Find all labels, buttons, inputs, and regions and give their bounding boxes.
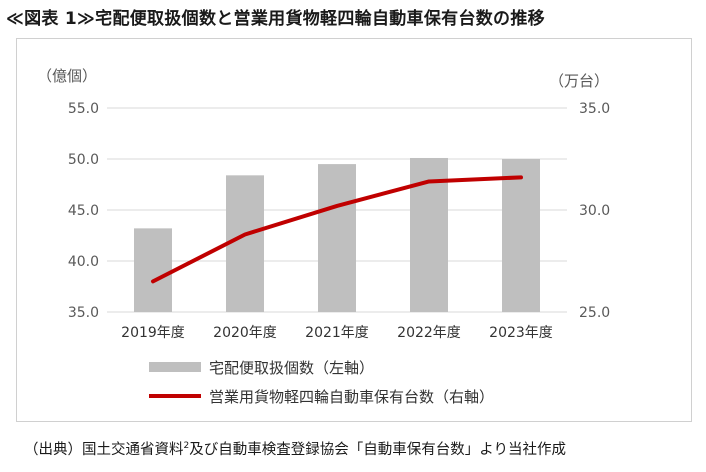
chart-frame: 35.0 40.0 45.0 50.0 55.0 25.0 30.0 35.0 （億個） （万台）… [16,38,692,422]
left-tick-label: 50.0 [68,152,99,168]
source-note: （出典）国土交通省資料2及び自動車検査登録協会「自動車保有台数」より当社作成 [24,438,566,459]
category-label: 2019年度 [121,325,185,341]
left-tick-label: 35.0 [68,305,99,321]
source-text-before: （出典）国土交通省資料 [24,442,184,458]
source-text-after: 及び自動車検査登録協会「自動車保有台数」より当社作成 [189,442,566,458]
right-tick-label: 35.0 [579,101,610,117]
combo-chart: 35.0 40.0 45.0 50.0 55.0 25.0 30.0 35.0 （億個） （万台）… [37,67,610,406]
bar [502,159,540,312]
left-tick-label: 40.0 [68,254,99,270]
category-label: 2023年度 [489,325,553,341]
right-tick-label: 25.0 [579,305,610,321]
bar [134,228,172,312]
bar [226,175,264,312]
category-label: 2020年度 [213,325,277,341]
right-axis-unit: （万台） [549,72,609,90]
figure-title: ≪図表 1≫宅配便取扱個数と営業用貨物軽四輪自動車保有台数の推移 [6,9,545,29]
left-axis-unit: （億個） [37,67,97,85]
left-tick-label: 55.0 [68,101,99,117]
legend-line-label: 営業用貨物軽四輪自動車保有台数（右軸） [209,388,494,406]
category-label: 2021年度 [305,325,369,341]
right-tick-label: 30.0 [579,203,610,219]
legend-bar-swatch [149,362,201,372]
left-tick-label: 45.0 [68,203,99,219]
source-footnote-mark: 2 [183,441,190,452]
legend-bar-label: 宅配便取扱個数（左軸） [209,359,374,377]
category-label: 2022年度 [397,325,461,341]
bar [318,164,356,312]
